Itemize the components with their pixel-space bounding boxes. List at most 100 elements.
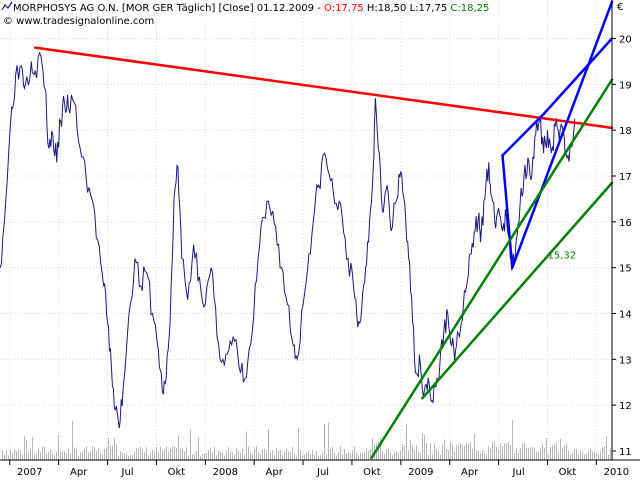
volume-bar (250, 451, 251, 460)
volume-bar (190, 430, 191, 460)
volume-bar (582, 451, 583, 460)
volume-bar (262, 449, 263, 460)
volume-bar (390, 451, 391, 460)
volume-bar (534, 448, 535, 460)
volume-bar (556, 442, 557, 460)
volume-bar (176, 447, 177, 460)
volume-bar (598, 454, 599, 460)
volume-bar (96, 451, 97, 460)
volume-bar (34, 453, 35, 460)
volume-bar (268, 428, 269, 460)
volume-bar (174, 446, 175, 460)
volume-bar (106, 447, 107, 460)
volume-bar (516, 448, 517, 460)
header-high: H:18,50 (367, 3, 407, 14)
volume-bar (290, 451, 291, 460)
volume-bar (116, 444, 117, 460)
volume-bar (108, 437, 109, 460)
volume-bar (490, 448, 491, 460)
trendline-channel (501, 112, 545, 157)
volume-bar (92, 446, 93, 460)
volume-bar (78, 455, 79, 460)
volume-bar (10, 450, 11, 460)
volume-bar (520, 448, 521, 460)
volume-bar (396, 451, 397, 460)
volume-bar (552, 445, 553, 460)
volume-bar (462, 444, 463, 460)
volume-bar (414, 449, 415, 460)
volume-bar (70, 453, 71, 460)
x-tick-label: Jul (512, 467, 525, 478)
volume-bar (242, 448, 243, 460)
volume-bar (296, 455, 297, 460)
volume-bar (102, 454, 103, 460)
volume-bar (16, 451, 17, 460)
volume-bar (560, 438, 561, 460)
volume-bar (136, 448, 137, 460)
x-tick-label: Apr (461, 467, 479, 478)
x-tick-label: 2009 (408, 467, 433, 478)
volume-bar (522, 443, 523, 460)
header-open: O:17,75 (324, 3, 364, 14)
volume-bar (64, 451, 65, 460)
volume-bar (66, 453, 67, 460)
volume-bar (452, 444, 453, 460)
volume-bar (422, 433, 423, 460)
volume-bar (312, 449, 313, 460)
volume-bar (546, 438, 547, 460)
volume-bar (402, 444, 403, 460)
volume-bar (206, 452, 207, 460)
volume-bar (358, 454, 359, 460)
y-tick-label: 18 (619, 126, 632, 137)
volume-bar (568, 450, 569, 460)
volume-bar (404, 445, 405, 460)
volume-bar (584, 454, 585, 460)
x-tick-label: 2007 (17, 467, 42, 478)
y-tick-label: 20 (619, 35, 632, 46)
volume-bar (140, 446, 141, 460)
volume-bar (8, 455, 9, 460)
volume-bar (90, 451, 91, 460)
currency-label: € (617, 2, 623, 13)
volume-bar (412, 445, 413, 460)
volume-bar (142, 449, 143, 460)
volume-bar (580, 450, 581, 460)
trendline-support (421, 181, 614, 400)
volume-bar (164, 449, 165, 460)
volume-bar (224, 455, 225, 460)
volume-bar (544, 447, 545, 460)
volume-bar (304, 454, 305, 460)
volume-bar (328, 422, 329, 460)
volume-bar (138, 448, 139, 460)
volume-bar (316, 451, 317, 460)
volume-bar (272, 450, 273, 460)
volume-bar (466, 442, 467, 460)
volume-bar (502, 446, 503, 460)
volume-bar (392, 455, 393, 460)
volume-bar (68, 448, 69, 460)
volume-bar (186, 447, 187, 460)
y-tick-label: 12 (619, 401, 632, 412)
close-series-line (0, 51, 576, 429)
x-tick-label: Apr (266, 467, 284, 478)
volume-bar (562, 447, 563, 460)
volume-bar (538, 452, 539, 460)
volume-bar (222, 452, 223, 460)
volume-bar (144, 452, 145, 460)
volume-bar (104, 449, 105, 460)
x-axis: 2007 Apr Jul Okt 2008 Apr Jul Okt 2009 Apr Jul Okt 2… (9, 460, 629, 478)
volume-bar (280, 449, 281, 460)
volume-bar (338, 452, 339, 460)
volume-bar (172, 446, 173, 460)
volume-bar (234, 454, 235, 460)
volume-bar (356, 452, 357, 460)
volume-bar (454, 451, 455, 460)
volume-bar (266, 450, 267, 460)
volume-bar (162, 451, 163, 460)
volume-bar (18, 449, 19, 460)
volume-bar (540, 448, 541, 460)
volume-bar (342, 454, 343, 460)
volume-bars (2, 419, 611, 460)
volume-bar (130, 455, 131, 460)
volume-bar (58, 435, 59, 460)
